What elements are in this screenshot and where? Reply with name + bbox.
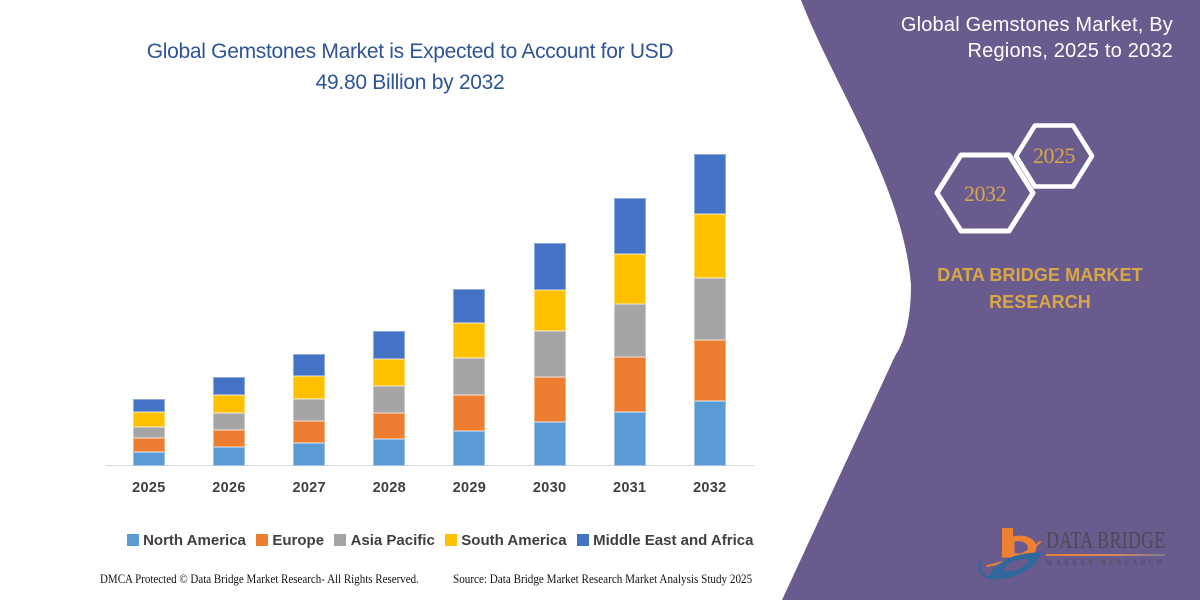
- dmca-copyright-text: DMCA Protected © Data Bridge Market Rese…: [100, 571, 419, 586]
- x-axis-label-2027: 2027: [292, 480, 326, 496]
- legend-item-middle-east-and-africa: Middle East and Africa: [576, 531, 754, 549]
- bar-segment-2029-middle-east-and-africa: [453, 288, 486, 324]
- bar-segment-2032-south-america: [693, 213, 726, 278]
- bar-segment-2025-north-america: [132, 452, 165, 466]
- legend-swatch-icon: [576, 534, 589, 546]
- bar-2026: [213, 377, 245, 466]
- bar-segment-2028-europe: [373, 412, 406, 440]
- bar-segment-2032-europe: [693, 339, 726, 401]
- brand-name-line1: DATA BRIDGE MARKET: [937, 265, 1143, 285]
- hexagon-2032: [934, 152, 1036, 234]
- bar-segment-2025-middle-east-and-africa: [132, 399, 165, 413]
- bar-segment-2031-middle-east-and-africa: [613, 198, 646, 254]
- bar-segment-2027-north-america: [293, 443, 326, 466]
- x-axis-label-2030: 2030: [532, 480, 567, 496]
- legend-item-north-america: North America: [126, 531, 246, 549]
- chart-title-line1: Global Gemstones Market is Expected to A…: [146, 40, 674, 63]
- legend-item-south-america: South America: [444, 531, 567, 549]
- x-axis-label-2029: 2029: [452, 480, 487, 496]
- bar-segment-2026-asia-pacific: [213, 412, 245, 431]
- bar-segment-2030-south-america: [533, 290, 566, 331]
- chart-title-line2: 49.80 Billion by 2032: [315, 71, 505, 94]
- bar-segment-2029-asia-pacific: [453, 357, 486, 396]
- bar-2029: [453, 288, 486, 466]
- legend-item-asia-pacific: Asia Pacific: [334, 532, 435, 549]
- x-axis-label-2026: 2026: [212, 480, 246, 496]
- x-axis-line: [106, 465, 754, 466]
- bar-segment-2031-asia-pacific: [613, 304, 646, 357]
- bar-2027: [293, 354, 326, 466]
- bar-2031: [613, 198, 646, 466]
- logo-wordmark: DATA BRIDGE MARKET RESEARCH: [1046, 528, 1166, 567]
- legend-item-europe: Europe: [255, 531, 325, 549]
- bar-segment-2026-europe: [213, 430, 245, 448]
- bar-segment-2029-north-america: [453, 431, 486, 466]
- bar-segment-2032-asia-pacific: [693, 277, 726, 340]
- bar-segment-2032-north-america: [693, 400, 726, 466]
- bar-segment-2027-middle-east-and-africa: [293, 354, 326, 377]
- bar-chart-plot: 2025 2026 2027 2028 2029 2030 2031 2032: [106, 154, 754, 496]
- bar-segment-2025-europe: [132, 438, 165, 453]
- bar-segment-2032-middle-east-and-africa: [693, 154, 726, 214]
- bar-segment-2030-north-america: [533, 422, 566, 466]
- bar-segment-2027-asia-pacific: [293, 398, 326, 422]
- panel-title-line1: Global Gemstones Market, By: [900, 14, 1173, 36]
- bar-segment-2031-europe: [613, 356, 646, 413]
- x-axis-label-2031: 2031: [612, 480, 647, 496]
- hexagon-2025: [1013, 123, 1095, 189]
- panel-title: Global Gemstones Market, By Regions, 202…: [843, 12, 1173, 64]
- legend-label: Middle East and Africa: [593, 531, 754, 549]
- source-text: Source: Data Bridge Market Research Mark…: [453, 571, 753, 586]
- bar-segment-2029-europe: [453, 395, 486, 432]
- hexagon-2032-label: 2032: [964, 181, 1007, 206]
- bar-2030: [533, 243, 566, 466]
- bar-segment-2028-south-america: [373, 359, 406, 386]
- bar-segment-2026-middle-east-and-africa: [213, 377, 245, 395]
- data-bridge-b-icon: [978, 528, 1042, 580]
- legend-swatch-icon: [444, 534, 457, 546]
- brand-name-text: DATA BRIDGE MARKET RESEARCH: [890, 262, 1190, 315]
- purple-panel-shape: [782, 0, 1200, 600]
- chart-legend: North America Europe Asia Pacific South Ame…: [0, 531, 880, 549]
- bar-segment-2028-middle-east-and-africa: [373, 331, 406, 360]
- legend-swatch-icon: [126, 534, 139, 546]
- x-axis-label-2028: 2028: [372, 480, 407, 496]
- chart-title: Global Gemstones Market is Expected to A…: [60, 36, 760, 98]
- legend-swatch-icon: [255, 534, 268, 546]
- logo-wordmark-subtitle: MARKET RESEARCH: [1046, 558, 1166, 567]
- hexagon-2025-label: 2025: [1033, 143, 1076, 168]
- bar-segment-2028-asia-pacific: [373, 386, 406, 413]
- panel-title-line2: Regions, 2025 to 2032: [967, 40, 1173, 62]
- bar-segment-2029-south-america: [453, 323, 486, 358]
- bar-segment-2031-south-america: [613, 253, 646, 305]
- logo-wordmark-title: DATA BRIDGE: [1046, 528, 1166, 554]
- bar-segment-2030-middle-east-and-africa: [533, 243, 566, 291]
- bar-segment-2027-south-america: [293, 376, 326, 399]
- bar-segment-2025-south-america: [132, 412, 165, 427]
- bar-2032: [693, 154, 726, 466]
- legend-label: South America: [461, 531, 567, 549]
- bar-segment-2027-europe: [293, 421, 326, 444]
- bar-segment-2025-asia-pacific: [132, 426, 165, 439]
- legend-label: Europe: [272, 531, 325, 549]
- bar-segment-2030-europe: [533, 377, 566, 423]
- legend-label: Asia Pacific: [350, 531, 435, 549]
- brand-name-line2: RESEARCH: [989, 291, 1091, 312]
- bar-segment-2030-asia-pacific: [533, 330, 566, 378]
- bar-segment-2026-south-america: [213, 394, 245, 413]
- bar-2028: [373, 331, 406, 466]
- bar-segment-2026-north-america: [213, 447, 245, 466]
- bar-2025: [132, 399, 165, 466]
- x-axis-label-2025: 2025: [132, 480, 166, 496]
- legend-swatch-icon: [334, 534, 347, 546]
- bar-segment-2031-north-america: [613, 412, 646, 466]
- logo-wordmark-rule: [1046, 553, 1165, 556]
- legend-label: North America: [143, 531, 246, 549]
- bar-segment-2028-north-america: [373, 439, 406, 466]
- x-axis-label-2032: 2032: [693, 480, 727, 496]
